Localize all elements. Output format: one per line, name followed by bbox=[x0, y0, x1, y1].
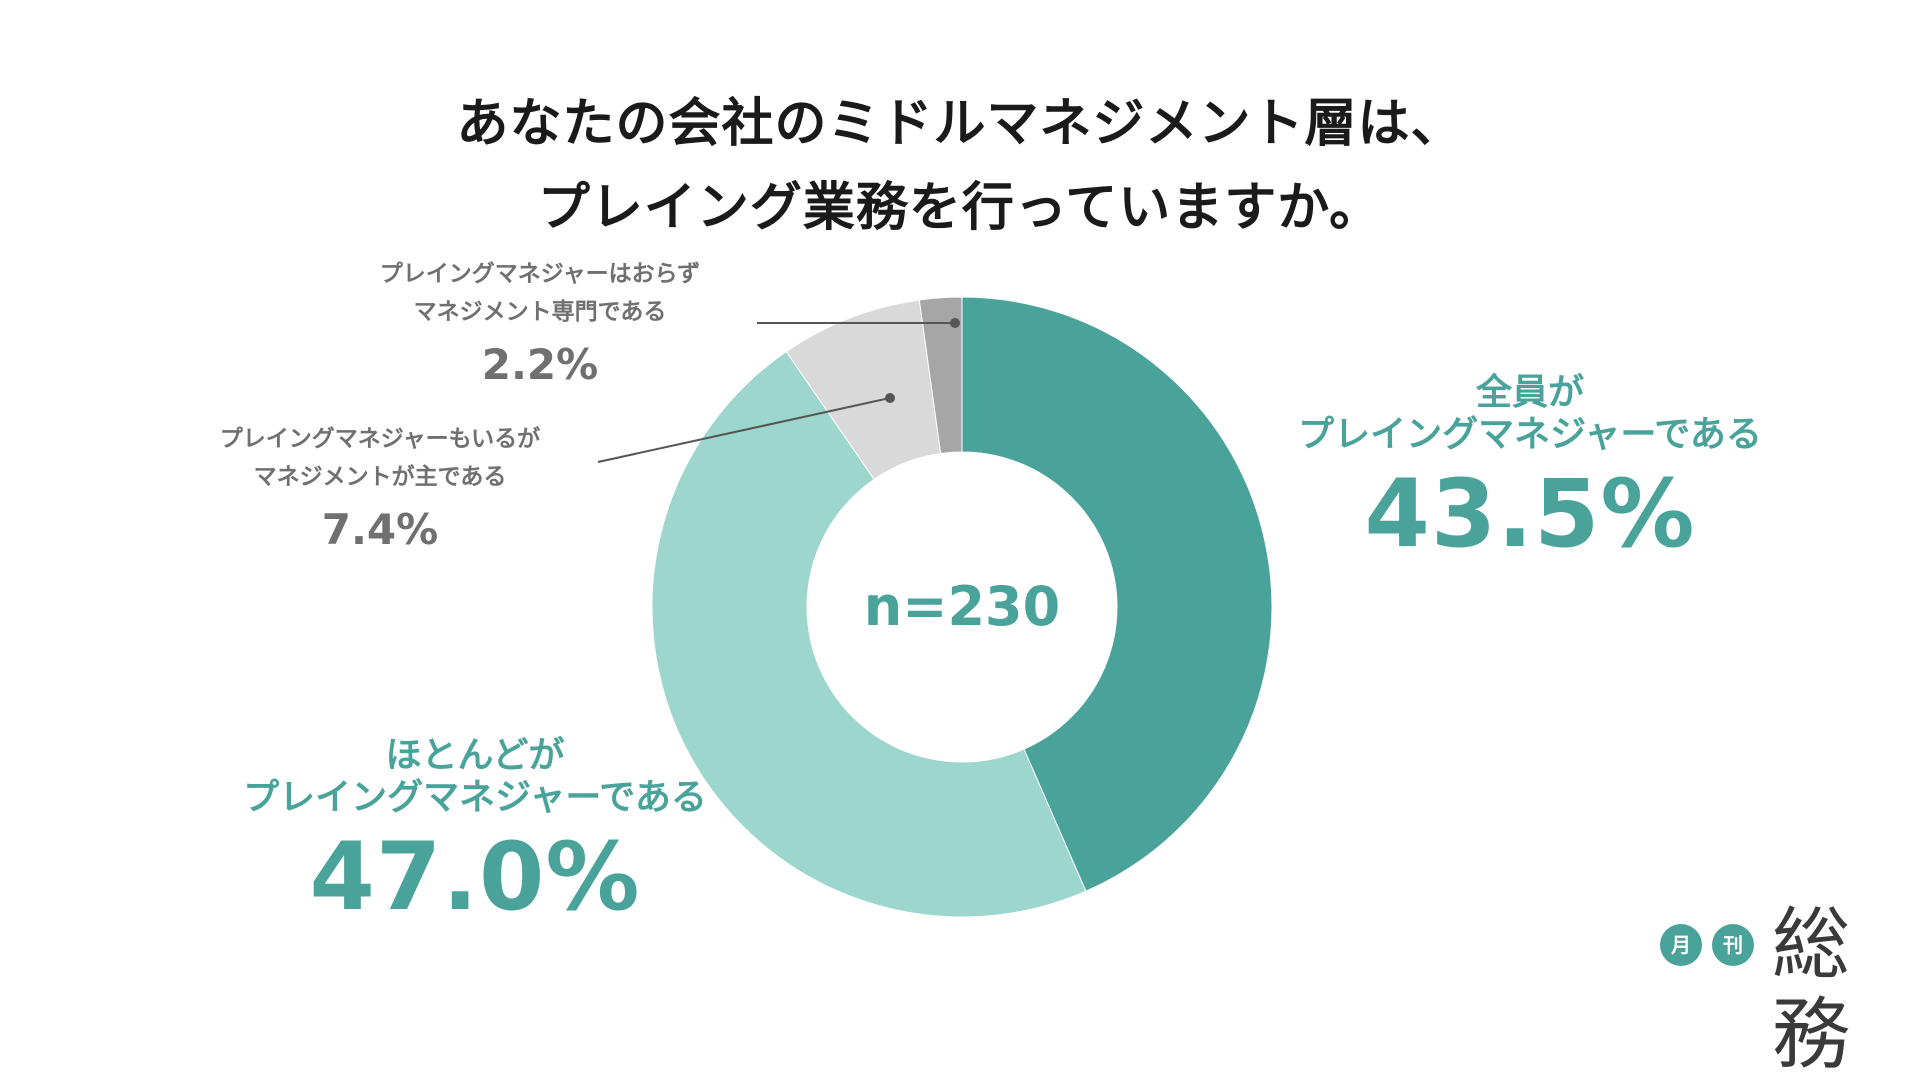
label-mgmt-only-line-1: プレイングマネジャーはおらず bbox=[379, 261, 701, 287]
leader-dot-mgmt-only bbox=[950, 318, 960, 328]
slice-all-playing bbox=[961, 296, 1273, 892]
label-most-playing: ほとんどが プレイングマネジャーである 47.0% bbox=[175, 735, 775, 933]
label-some-playing: プレイングマネジャーもいるが マネジメントが主である 7.4% bbox=[180, 420, 580, 560]
label-most-playing-pct: 47.0% bbox=[309, 823, 641, 932]
slice-most-playing bbox=[651, 350, 1087, 918]
label-some-playing-pct: 7.4% bbox=[321, 505, 439, 554]
slice-mgmt-only bbox=[918, 296, 963, 455]
label-mgmt-only-line-2: マネジメント専門である bbox=[413, 299, 667, 325]
leader-dot-some-playing bbox=[885, 393, 895, 403]
label-some-playing-line-2: マネジメントが主である bbox=[253, 464, 507, 490]
label-all-playing-pct: 43.5% bbox=[1364, 460, 1696, 569]
donut-chart bbox=[597, 296, 1273, 918]
label-most-playing-line-2: プレイングマネジャーである bbox=[243, 777, 707, 818]
label-all-playing-line-2: プレイングマネジャーである bbox=[1298, 414, 1762, 455]
gekkan-soumu-logo: 月 刊 総務 bbox=[1660, 900, 1900, 1080]
label-mgmt-only-pct: 2.2% bbox=[481, 340, 599, 389]
chart-title-line-2: プレイング業務を行っていますか。 bbox=[537, 178, 1383, 238]
label-all-playing-line-1: 全員が bbox=[1475, 372, 1584, 413]
label-most-playing-line-1: ほとんどが bbox=[385, 735, 565, 776]
chart-title: あなたの会社のミドルマネジメント層は、 プレイング業務を行っていますか。 bbox=[0, 82, 1920, 250]
sample-size-label: n=230 bbox=[863, 575, 1061, 638]
label-mgmt-only: プレイングマネジャーはおらず マネジメント専門である 2.2% bbox=[340, 255, 740, 395]
label-some-playing-line-1: プレイングマネジャーもいるが bbox=[219, 426, 541, 452]
label-all-playing: 全員が プレイングマネジャーである 43.5% bbox=[1230, 372, 1830, 570]
chart-title-line-1: あなたの会社のミドルマネジメント層は、 bbox=[456, 94, 1464, 154]
logo-brand-text: 総務 bbox=[1772, 900, 1853, 1080]
logo-badge-month: 月 bbox=[1660, 924, 1702, 966]
leader-line-some-playing bbox=[597, 397, 891, 463]
logo-badge-publication: 刊 bbox=[1712, 924, 1754, 966]
